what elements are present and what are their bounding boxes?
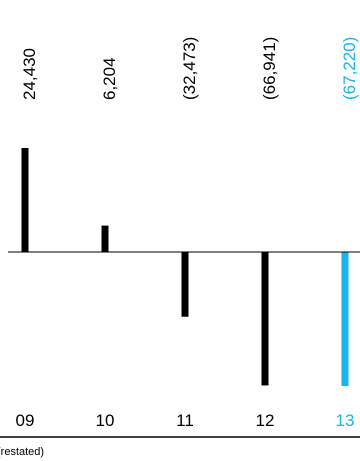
bar-10 — [102, 226, 109, 252]
category-labels: 09 10 11 12 13 — [16, 411, 355, 430]
value-labels: 24,430 6,204 (32,473) (66,941) (67,220) — [20, 37, 359, 100]
bar-11 — [182, 252, 189, 317]
category-label-12: 12 — [256, 411, 275, 430]
value-label-12: (66,941) — [260, 37, 279, 100]
value-label-10: 6,204 — [100, 57, 119, 100]
value-label-13: (67,220) — [340, 37, 359, 100]
category-label-11: 11 — [176, 411, 194, 430]
bars — [22, 148, 349, 386]
bar-13 — [342, 252, 349, 386]
category-label-13: 13 — [336, 411, 355, 430]
footnote: (restated) — [0, 446, 44, 458]
value-label-09: 24,430 — [20, 48, 39, 100]
category-label-09: 09 — [16, 411, 35, 430]
value-label-11: (32,473) — [180, 37, 199, 100]
category-label-10: 10 — [96, 411, 115, 430]
bar-12 — [262, 252, 269, 385]
bar-09 — [22, 148, 29, 252]
